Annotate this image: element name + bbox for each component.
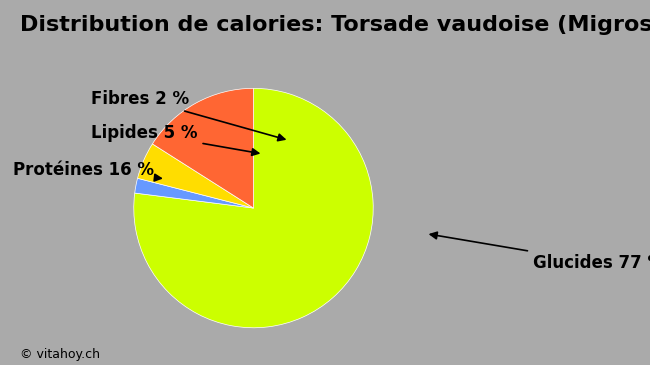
Text: © vitahoy.ch: © vitahoy.ch bbox=[20, 348, 99, 361]
Wedge shape bbox=[135, 178, 254, 208]
Text: Protéines 16 %: Protéines 16 % bbox=[13, 161, 161, 181]
Wedge shape bbox=[152, 88, 254, 208]
Text: Lipides 5 %: Lipides 5 % bbox=[91, 124, 259, 155]
Wedge shape bbox=[138, 144, 254, 208]
Text: Distribution de calories: Torsade vaudoise (Migros): Distribution de calories: Torsade vaudoi… bbox=[20, 15, 650, 35]
Text: Glucides 77 %: Glucides 77 % bbox=[430, 232, 650, 272]
Wedge shape bbox=[134, 88, 373, 328]
Text: Fibres 2 %: Fibres 2 % bbox=[91, 89, 285, 141]
